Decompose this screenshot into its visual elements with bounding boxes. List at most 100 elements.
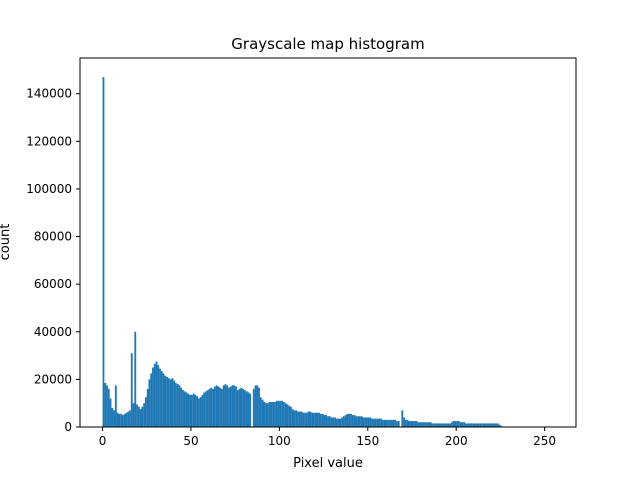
histogram-bar [199, 397, 202, 427]
histogram-bar [104, 382, 107, 427]
histogram-bar [390, 419, 393, 427]
histogram-bar [346, 413, 349, 427]
histogram-bar [413, 421, 416, 427]
histogram-bar [389, 419, 391, 427]
histogram-bar [196, 396, 199, 427]
histogram-bar [309, 411, 312, 427]
histogram-bar [360, 416, 363, 427]
histogram-bar [358, 416, 361, 427]
histogram-bar [167, 378, 170, 427]
histogram-bar [419, 422, 421, 427]
histogram-bar [118, 413, 121, 427]
histogram-bar [130, 353, 133, 427]
histogram-bar [411, 421, 414, 427]
histogram-bar [150, 373, 153, 427]
histogram-bar [406, 419, 409, 427]
histogram-bar [348, 413, 351, 427]
histogram-bar [229, 386, 232, 427]
histogram-bar [429, 422, 432, 427]
histogram-bar [422, 422, 425, 427]
histogram-bar [357, 416, 359, 427]
histogram-bars [102, 77, 503, 428]
histogram-bar [268, 402, 271, 427]
histogram-bar [288, 405, 291, 427]
histogram-bar [155, 361, 158, 427]
histogram-bar [106, 385, 108, 427]
histogram-bar [311, 412, 314, 427]
histogram-bar [364, 417, 367, 427]
histogram-bar [337, 418, 340, 427]
histogram-bar [454, 421, 457, 427]
histogram-bar [343, 416, 345, 427]
histogram-bar [157, 365, 160, 427]
histogram-bar [466, 423, 469, 427]
histogram-bar [493, 423, 496, 427]
histogram-bar [123, 413, 126, 427]
y-tick-label: 140000 [26, 87, 72, 101]
histogram-bar [495, 423, 497, 427]
histogram-bar [275, 400, 278, 427]
histogram-bar [396, 421, 398, 427]
histogram-bar [236, 390, 239, 427]
histogram-bar [134, 331, 137, 427]
histogram-bar [171, 378, 174, 427]
x-tick-label: 250 [533, 434, 556, 448]
histogram-bar [116, 412, 119, 427]
histogram-bar [176, 384, 179, 427]
histogram-bar [498, 424, 501, 427]
histogram-bar [486, 423, 489, 427]
histogram-bar [247, 392, 250, 427]
histogram-bar [201, 394, 204, 427]
histogram-bar [475, 423, 478, 427]
histogram-bar [366, 417, 368, 427]
histogram-bar [496, 423, 499, 427]
histogram-bar [392, 419, 395, 427]
histogram-bar [240, 387, 243, 427]
histogram-bar [410, 421, 413, 427]
histogram-bar [132, 403, 135, 427]
histogram-bar [436, 423, 439, 427]
histogram-bar [362, 417, 365, 427]
histogram-bar [465, 423, 467, 427]
histogram-bar [318, 412, 321, 427]
histogram-bar [143, 403, 146, 427]
histogram-bar [114, 385, 117, 427]
histogram-bar [169, 379, 172, 427]
histogram-bar [203, 392, 206, 427]
histogram-bar [479, 423, 482, 427]
histogram-bar [350, 413, 352, 427]
histogram-bar [146, 388, 149, 427]
histogram-bar [480, 423, 483, 427]
histogram-bar [263, 402, 266, 427]
histogram-bar [242, 388, 245, 427]
histogram-bar [491, 423, 494, 427]
histogram-bar [445, 423, 448, 427]
histogram-bar [122, 415, 124, 427]
histogram-bar [385, 419, 388, 427]
histogram-bar [238, 388, 241, 427]
histogram-bar [113, 410, 115, 427]
histogram-bar [160, 371, 163, 427]
histogram-bar [438, 423, 441, 427]
y-tick-label: 20000 [34, 372, 72, 386]
histogram-bar [286, 404, 289, 427]
histogram-bar [488, 423, 490, 427]
histogram-bar [293, 410, 296, 427]
histogram-bar [353, 415, 356, 427]
histogram-bar [373, 418, 375, 427]
histogram-bar [111, 407, 114, 427]
histogram-bar [182, 390, 184, 427]
histogram-bar [473, 423, 476, 427]
histogram-bar [397, 421, 400, 427]
histogram-bar [489, 423, 492, 427]
histogram-bar [314, 412, 317, 427]
histogram-bar [374, 418, 377, 427]
histogram-bar [468, 423, 471, 427]
histogram-bar [281, 400, 283, 427]
histogram-bar [404, 419, 407, 427]
histogram-bar [452, 421, 455, 427]
histogram-bar [226, 385, 229, 427]
histogram-bar [442, 423, 444, 427]
histogram-bar [249, 393, 252, 427]
